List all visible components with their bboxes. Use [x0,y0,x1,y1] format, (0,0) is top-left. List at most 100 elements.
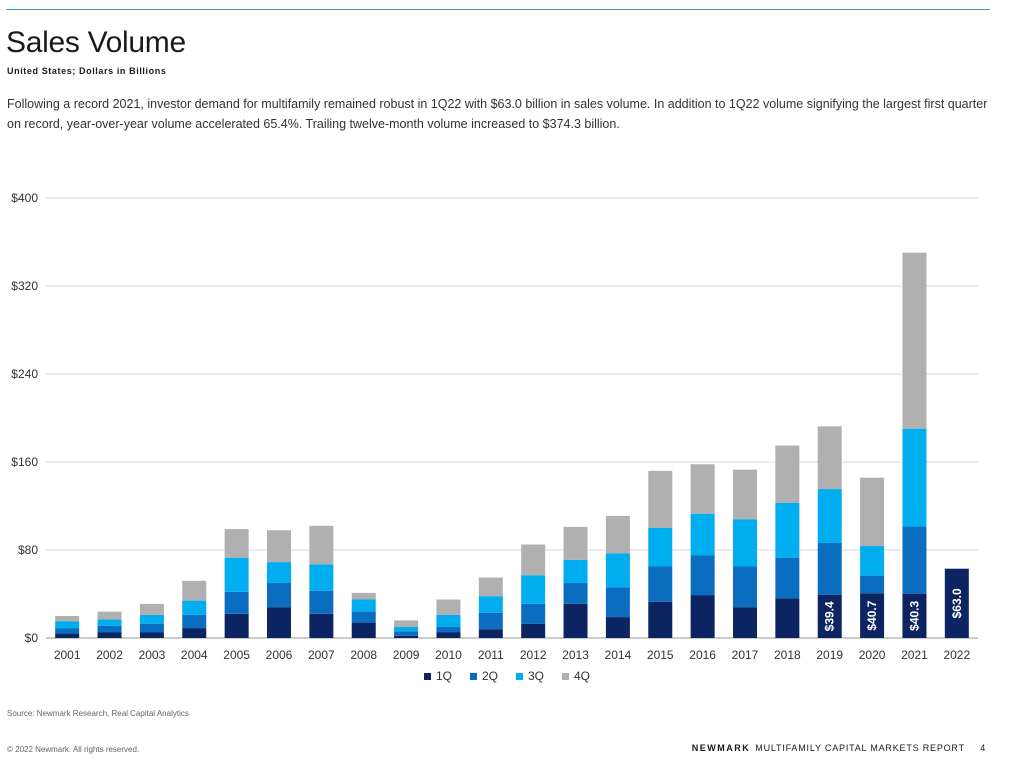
bar-2006-4Q [267,530,291,563]
bar-2008-3Q [351,599,376,612]
bar-2013-2Q [563,583,588,604]
bar-2015-4Q [648,470,673,528]
bar-2005-3Q [224,557,249,592]
bar-2009-4Q [394,620,419,627]
bar-2020-1Q [860,593,885,638]
bar-2012-1Q [521,623,546,638]
data-label: $40.7 [865,600,879,630]
y-tick-label: $160 [11,455,38,469]
bar-2019-2Q [817,542,842,595]
bar-2019-3Q [817,489,842,543]
bars [55,252,969,638]
bar-2005-1Q [224,613,249,638]
top-rule [6,9,990,10]
x-tick-label: 2006 [266,648,293,662]
bar-2004-3Q [182,600,207,615]
bar-2021-3Q [902,428,927,527]
bar-2014-4Q [605,515,630,554]
bar-2003-1Q [139,632,164,638]
bar-2020-2Q [860,575,885,594]
bar-2012-4Q [521,544,546,576]
bar-2019-1Q [817,594,842,638]
bar-2006-2Q [267,583,291,608]
bar-2001-1Q [55,633,80,638]
bar-2010-3Q [436,614,461,627]
bar-2010-1Q [436,632,461,638]
bar-2004-2Q [182,614,207,629]
bar-2007-3Q [309,564,334,591]
bar-2021-1Q [902,593,927,638]
bar-2021-4Q [902,252,927,429]
bar-2017-3Q [733,519,757,567]
bar-2003-3Q [139,614,164,624]
legend-label: 3Q [528,669,544,683]
data-labels: $39.4 $40.7 $40.3 $63.0 [823,588,964,631]
bar-2017-2Q [733,566,757,608]
bar-2008-2Q [351,611,376,623]
page-number: 4 [980,743,986,753]
x-tick-label: 2018 [774,648,801,662]
x-axis-tick-labels: 2001 2002 2003 2004 2005 2006 2007 2008 2009 2010… [54,648,971,662]
legend-swatch [470,673,477,680]
x-tick-label: 2019 [816,648,843,662]
bar-2020-3Q [860,545,885,576]
bar-2005-2Q [224,591,249,614]
bar-2014-1Q [605,617,630,638]
data-label: $40.3 [907,600,921,630]
bar-2016-1Q [690,595,715,638]
bar-2007-2Q [309,590,334,614]
data-label: $63.0 [950,588,964,618]
source-note: Source: Newmark Research, Real Capital A… [7,709,189,718]
report-name: MULTIFAMILY CAPITAL MARKETS REPORT [755,743,965,753]
bar-2009-2Q [394,631,419,636]
bar-2001-2Q [55,628,80,634]
brand-logo: NEWMARK [691,743,751,753]
bar-2008-4Q [351,592,376,600]
bar-2002-4Q [97,611,122,620]
x-tick-label: 2013 [562,648,589,662]
bar-2006-3Q [267,562,291,583]
bar-2022-1Q [944,568,969,638]
bar-2007-1Q [309,613,334,638]
legend-swatch [562,673,569,680]
legend-label: 1Q [436,669,452,683]
bar-2001-3Q [55,621,80,629]
bar-2002-1Q [97,632,122,638]
bar-2016-3Q [690,513,715,556]
x-tick-label: 2009 [393,648,420,662]
x-tick-label: 2002 [96,648,123,662]
bar-2011-2Q [478,612,503,630]
bar-2018-1Q [775,598,800,638]
bar-2015-2Q [648,566,673,602]
x-tick-label: 2005 [223,648,250,662]
page-title: Sales Volume [6,26,186,59]
legend-label: 4Q [574,669,590,683]
bar-2018-4Q [775,445,800,503]
y-tick-label: $320 [11,279,38,293]
x-tick-label: 2003 [139,648,166,662]
bar-2008-1Q [351,622,376,638]
page-subtitle: United States; Dollars in Billions [7,66,167,76]
bar-2012-3Q [521,575,546,604]
x-tick-label: 2007 [308,648,335,662]
bar-2018-3Q [775,502,800,558]
legend-label: 2Q [482,669,498,683]
x-tick-label: 2010 [435,648,462,662]
x-tick-label: 2021 [901,648,928,662]
bar-2006-1Q [267,607,291,638]
y-tick-label: $0 [25,631,39,645]
legend-swatch [424,673,431,680]
bar-2010-4Q [436,599,461,615]
bar-2013-1Q [563,603,588,638]
bar-2005-4Q [224,529,249,558]
bar-2007-4Q [309,525,334,565]
bar-2021-2Q [902,526,927,594]
bar-2011-4Q [478,577,503,597]
bar-2003-4Q [139,603,164,615]
bar-2004-1Q [182,628,207,638]
bar-2014-3Q [605,553,630,588]
bar-2013-4Q [563,526,588,560]
x-tick-label: 2017 [732,648,759,662]
bar-2009-3Q [394,627,419,632]
x-tick-label: 2022 [943,648,970,662]
